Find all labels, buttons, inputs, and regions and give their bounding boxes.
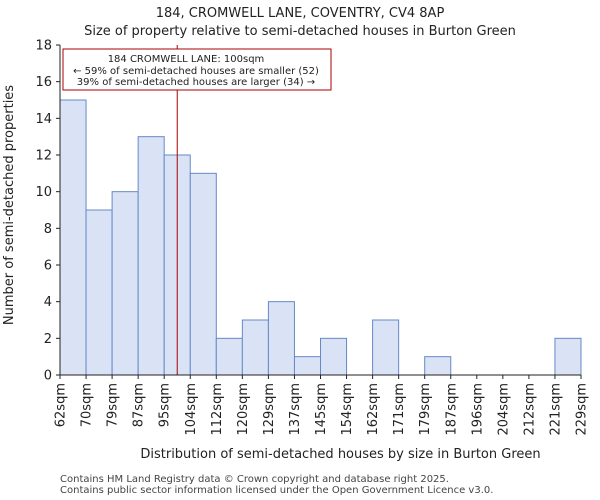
bar — [554, 337, 582, 376]
x-tick-label: 196sqm — [470, 383, 485, 436]
x-tick-label: 104sqm — [184, 383, 199, 436]
footer-licence: Contains public sector information licen… — [60, 485, 494, 496]
annotation-line-2: ← 59% of semi-detached houses are smalle… — [73, 66, 319, 77]
x-tick-label: 95sqm — [158, 383, 173, 427]
x-tick-label: 221sqm — [548, 383, 563, 436]
annotation-box — [62, 48, 332, 91]
x-tick-label: 162sqm — [366, 383, 381, 436]
y-tick-label: 14 — [35, 112, 52, 127]
chart-subtitle: Size of property relative to semi-detach… — [84, 24, 516, 39]
bar — [267, 301, 295, 376]
annotation-line-3: 39% of semi-detached houses are larger (… — [77, 77, 315, 88]
bar — [372, 319, 400, 376]
y-tick-label: 10 — [35, 185, 52, 200]
x-tick-label: 129sqm — [262, 383, 277, 436]
y-tick-label: 18 — [35, 39, 52, 54]
footer-copyright: Contains HM Land Registry data © Crown c… — [60, 474, 449, 485]
bar — [111, 191, 139, 376]
chart-title: 184, CROMWELL LANE, COVENTRY, CV4 8AP — [155, 6, 445, 21]
annotation-line-1: 184 CROMWELL LANE: 100sqm — [108, 54, 265, 65]
y-tick-label: 2 — [44, 332, 52, 347]
x-tick-label: 179sqm — [418, 383, 433, 436]
y-tick-label: 16 — [35, 75, 52, 90]
bar — [320, 337, 348, 376]
x-tick-label: 154sqm — [340, 383, 355, 436]
x-tick-label: 187sqm — [444, 383, 459, 436]
x-tick-label: 112sqm — [210, 383, 225, 436]
annotation-layer: 184 CROMWELL LANE: 100sqm← 59% of semi-d… — [62, 48, 332, 91]
y-tick-label: 8 — [44, 222, 52, 237]
bar — [241, 319, 269, 376]
y-tick-label: 6 — [44, 259, 52, 274]
x-tick-label: 145sqm — [314, 383, 329, 436]
bar — [137, 136, 165, 376]
bar — [189, 172, 217, 376]
y-tick-label: 0 — [44, 369, 52, 384]
x-tick-label: 229sqm — [575, 383, 590, 436]
y-tick-label: 4 — [44, 295, 52, 310]
y-axis-title: Number of semi-detached properties — [2, 85, 17, 325]
bar — [293, 356, 322, 376]
x-tick-label: 204sqm — [496, 383, 511, 436]
bar — [85, 209, 113, 376]
x-tick-label: 87sqm — [132, 383, 147, 427]
x-tick-label: 70sqm — [80, 383, 95, 427]
x-tick-label: 171sqm — [392, 383, 407, 436]
x-axis-title: Distribution of semi-detached houses by … — [140, 447, 540, 462]
bar — [215, 337, 243, 376]
y-tick-label: 12 — [35, 149, 52, 164]
bar — [424, 356, 452, 376]
x-tick-label: 120sqm — [236, 383, 251, 436]
x-tick-label: 212sqm — [522, 383, 537, 436]
bar — [59, 99, 87, 376]
bars-layer — [59, 99, 582, 376]
axes-layer: 0 2 4 6 8 10 12 14 16 18 62sqm 70sqm 79sqm 87sqm 95sqm… — [2, 39, 590, 463]
x-tick-label: 62sqm — [54, 383, 69, 427]
x-tick-label: 79sqm — [106, 383, 121, 427]
x-tick-label: 137sqm — [288, 383, 303, 436]
